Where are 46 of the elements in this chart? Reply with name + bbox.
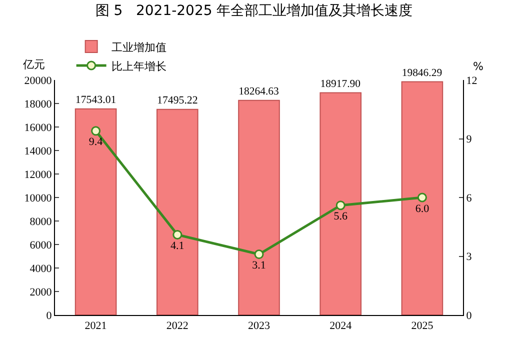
y2-tick-label: 6 [466,192,472,204]
x-tick-label: 2024 [330,320,352,332]
x-tick-label: 2022 [166,320,188,332]
legend-label: 比上年增长 [111,60,166,73]
y2-tick-label: 3 [466,251,472,264]
x-tick-label: 2023 [248,320,270,332]
y-tick-label: 12000 [24,168,52,181]
point [172,230,182,240]
data-label: 5.6 [334,210,348,223]
bar [320,92,362,315]
data-label: 18917.90 [320,78,360,90]
data-label: 3.1 [252,260,266,272]
y2-tick-label: 0 [466,310,472,322]
y-tick-label: 2000 [30,286,52,298]
y-tick-label: 14000 [24,145,52,158]
x-tick-label: 2025 [411,320,434,332]
data-label: 6.0 [415,202,430,215]
data-label: 19846.29 [402,66,442,79]
y-tick-label: 0 [46,310,52,322]
point [254,250,264,260]
chart-title: 图 5 2021-2025 年全部工业增加值及其增长速度 [95,2,413,19]
y-tick-label: 20000 [24,74,52,87]
y2-axis-title: % [473,60,484,73]
y2-tick-label: 9 [466,134,472,146]
bar [238,100,280,315]
y2-tick-label: 12 [466,74,478,87]
y-tick-label: 8000 [30,216,52,228]
bar [74,108,117,315]
data-label: 18264.63 [238,85,279,98]
point [417,192,427,202]
y-axis-title: 亿元 [22,58,45,71]
bar [401,81,444,315]
point [336,200,346,210]
data-label: 4.1 [170,240,184,252]
bar [156,108,198,315]
y-tick-label: 6000 [30,239,52,252]
y-tick-label: 18000 [24,98,52,110]
legend-label: 工业增加值 [111,40,166,54]
data-label: 17543.01 [75,94,116,106]
y-tick-label: 4000 [30,262,52,275]
data-label: 17495.22 [157,94,198,106]
point [91,126,101,136]
x-tick-label: 2021 [84,320,107,332]
y-tick-label: 16000 [24,122,52,134]
data-label: 9.4 [88,136,104,148]
y-tick-label: 10000 [24,192,52,204]
